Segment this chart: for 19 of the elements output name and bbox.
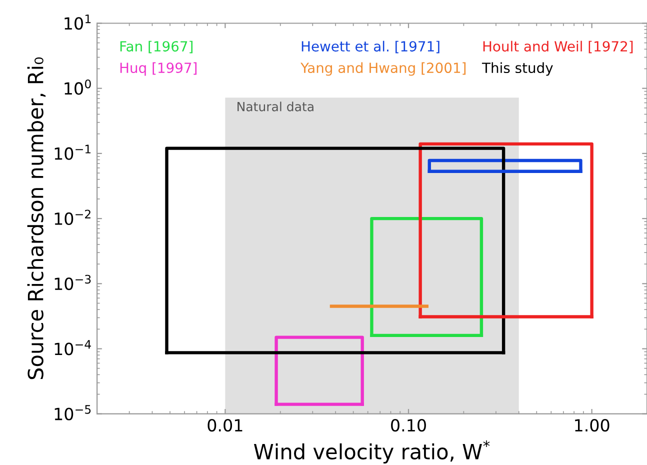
y-tick-label: 10$^{−5}$ [54,405,91,420]
text: Huq [1997] [120,62,197,76]
text: Hoult and Weil [1972] [483,40,633,54]
y-tick-label: 10$^{0}$ [64,80,91,95]
x-axis-title: Wind velocity ratio, W$^{*}$ [254,440,490,464]
y-tick-label: 10$^{−2}$ [54,210,90,225]
x-tick-label: 0.01 [208,419,242,432]
text: Fan [1967] [120,40,192,54]
y-tick-label: 10$^{−1}$ [54,144,91,160]
y-tick-label: 10$^{−4}$ [54,340,91,356]
x-tick-label: 0.10 [391,419,426,432]
text: Yang and Hwang [2001] [300,62,466,76]
text: This study [482,62,553,76]
series-label: Natural data [238,102,314,112]
y-tick-label: 10$^{1}$ [64,14,91,30]
text: Hewett et al. [1971] [302,40,440,54]
x-tick-label: 1.00 [575,419,610,432]
y-tick-label: 10$^{−3}$ [54,274,91,290]
y-axis-title: Source Richardson number, Ri₀ [27,57,46,380]
